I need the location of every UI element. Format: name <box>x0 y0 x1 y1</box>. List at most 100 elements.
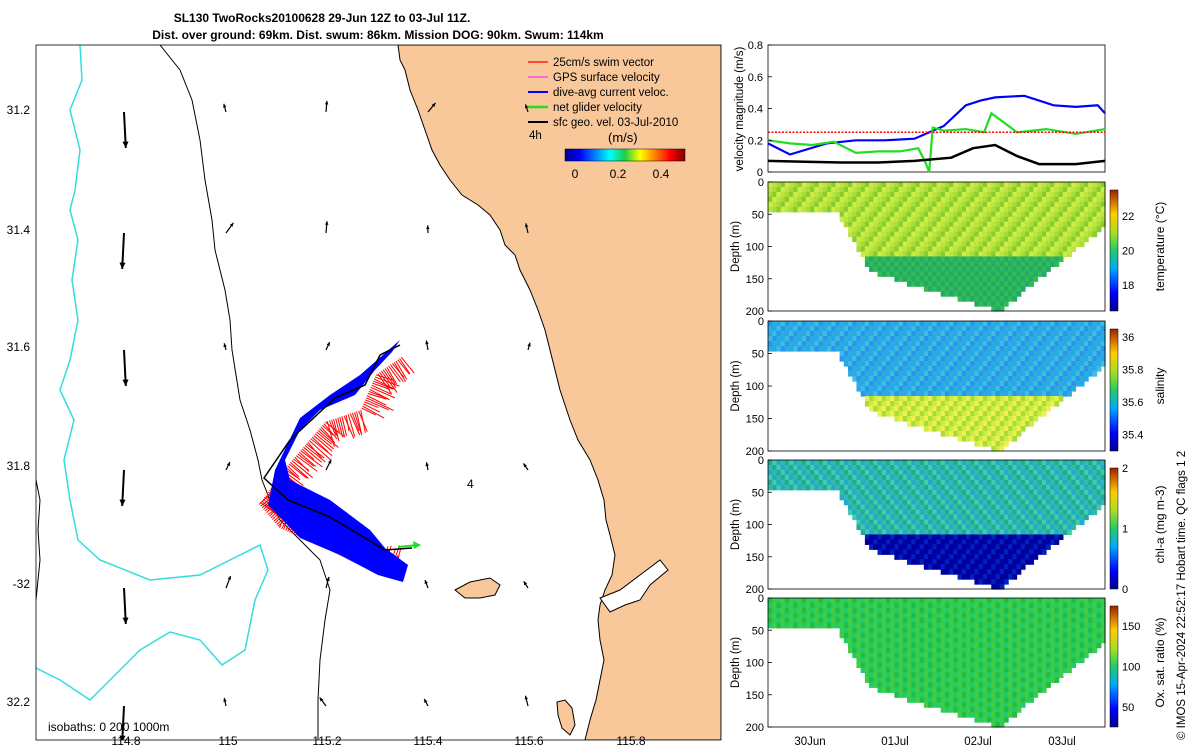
section-cell <box>1083 474 1089 481</box>
section-cell <box>907 559 912 565</box>
section-cell <box>919 494 925 501</box>
section-cell <box>864 524 870 531</box>
section-cell <box>877 662 883 669</box>
swim-vector <box>316 431 333 445</box>
section-cell <box>919 326 925 332</box>
section-cell <box>907 479 912 486</box>
section-cell <box>944 529 950 536</box>
section-cell <box>915 371 921 377</box>
section-cell <box>768 341 773 347</box>
section-cell <box>1012 411 1018 417</box>
section-cell <box>797 341 803 347</box>
section-cell <box>894 662 900 669</box>
section-cell <box>877 386 883 392</box>
section-cell <box>907 366 912 372</box>
section-cell <box>873 539 879 545</box>
section-cell <box>987 266 992 272</box>
section-cell <box>1071 206 1077 213</box>
section-cell <box>944 652 950 659</box>
section-cell <box>873 602 879 609</box>
section-cell <box>982 426 988 432</box>
section-cell <box>1020 484 1026 491</box>
section-cell <box>894 514 900 521</box>
section-cell <box>999 211 1005 218</box>
section-cell <box>814 474 820 481</box>
section-cell <box>949 411 954 417</box>
section-cell <box>915 632 921 639</box>
section-cell <box>999 331 1005 337</box>
section-cell <box>944 201 950 208</box>
section-cell <box>894 201 900 208</box>
section-cell <box>877 226 883 233</box>
geo-vector <box>523 580 529 589</box>
section-cell <box>877 356 883 362</box>
section-cell <box>1062 216 1068 223</box>
section-cell <box>1058 499 1064 506</box>
section-cell <box>991 504 997 511</box>
section-cell <box>885 529 891 536</box>
section-cell <box>856 216 862 223</box>
section-cell <box>814 612 820 619</box>
section-cell <box>1012 554 1018 560</box>
section-cell <box>915 662 921 669</box>
section-cell <box>843 489 849 496</box>
section-cell <box>965 652 971 659</box>
section-cell <box>1016 201 1022 208</box>
section-cell <box>919 371 925 377</box>
section-cell <box>965 484 971 491</box>
section-cell <box>877 321 883 327</box>
section-cell <box>1062 464 1068 471</box>
section-cell <box>1067 351 1072 357</box>
section-cell <box>864 489 870 496</box>
section-cell <box>784 186 790 193</box>
section-cell <box>907 464 912 471</box>
section-cell <box>915 251 921 258</box>
section-cell <box>814 341 820 347</box>
section-cell <box>919 554 925 560</box>
section-cell <box>902 256 908 262</box>
section-cell <box>797 346 803 352</box>
section-cell <box>915 529 921 536</box>
section-cell <box>1058 356 1064 362</box>
section-cell <box>982 602 988 609</box>
section-cell <box>907 321 912 327</box>
velocity-panel: 00.20.40.60.8 velocity magnitude (m/s) <box>734 40 1106 179</box>
section-cell <box>936 460 942 466</box>
section-cell <box>1058 361 1064 367</box>
section-cell <box>911 391 917 397</box>
section-cell <box>890 186 895 193</box>
section-cell <box>953 564 959 570</box>
section-cell <box>923 286 929 292</box>
section-cell <box>885 331 891 337</box>
section-cell <box>801 182 807 188</box>
section-cell <box>776 460 782 466</box>
section-cell <box>970 469 976 476</box>
section-cell <box>869 256 874 262</box>
section-cell <box>1008 479 1013 486</box>
section-cell <box>923 356 929 362</box>
section-cell <box>772 336 778 342</box>
section-cell <box>1037 321 1043 327</box>
section-cell <box>932 524 938 531</box>
section-cell <box>961 509 967 516</box>
section-cell <box>961 286 967 292</box>
section-cell <box>877 326 883 332</box>
section-cell <box>1075 371 1081 377</box>
section-cell <box>957 391 963 397</box>
section-cell <box>915 356 921 362</box>
section-cell <box>928 702 933 708</box>
geo-vector <box>524 104 529 113</box>
section-cell <box>911 484 917 491</box>
section-cell <box>957 602 963 609</box>
section-cell <box>1062 182 1068 188</box>
section-cell <box>797 336 803 342</box>
section-cell <box>928 559 933 565</box>
section-cell <box>923 617 929 624</box>
section-cell <box>1033 469 1039 476</box>
section-cell <box>856 504 862 511</box>
section-cell <box>915 602 921 609</box>
section-cell <box>961 474 967 481</box>
section-cell <box>949 474 954 481</box>
section-cell <box>987 251 992 258</box>
section-cell <box>1096 321 1102 327</box>
